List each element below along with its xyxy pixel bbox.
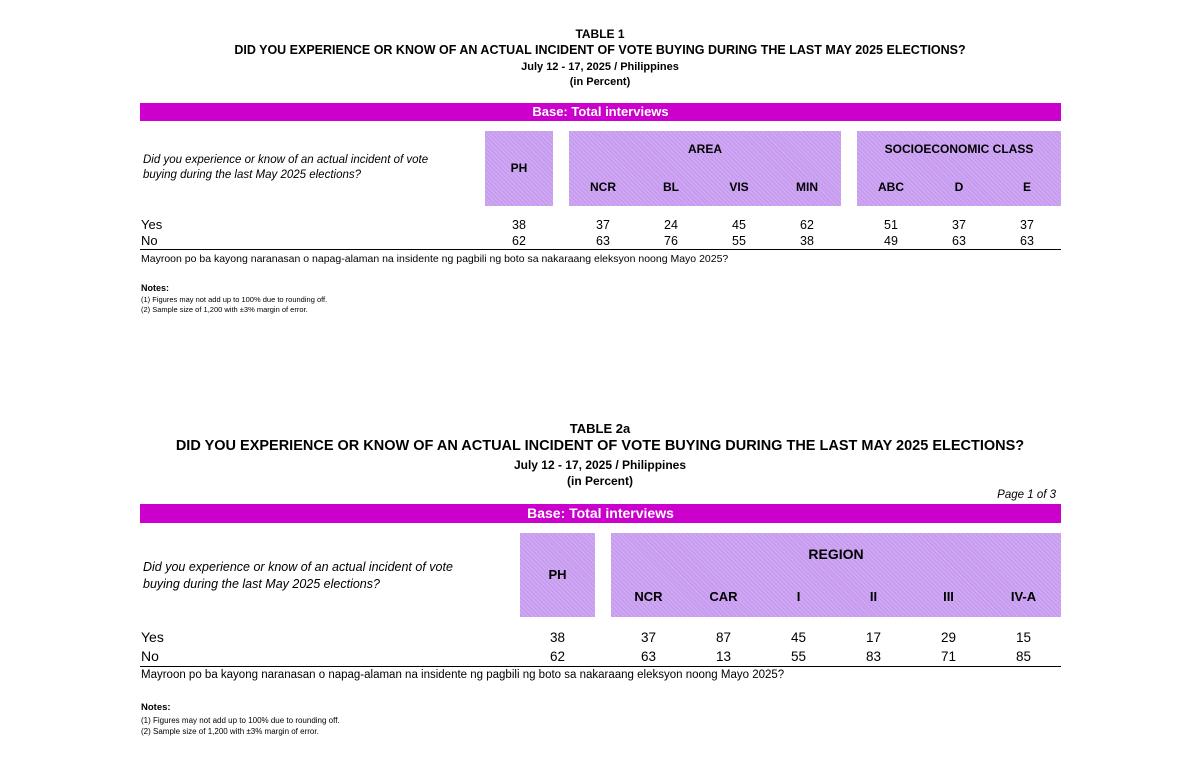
table2-note-2: (2) Sample size of 1,200 with ±3% margin… bbox=[141, 727, 319, 736]
table1-yes-ncr: 37 bbox=[596, 218, 610, 232]
table2-col-ii: II bbox=[869, 589, 878, 604]
table1-class-label: SOCIOECONOMIC CLASS bbox=[884, 142, 1034, 156]
table1-no-ncr: 63 bbox=[596, 234, 610, 248]
table2-notes-title: Notes: bbox=[141, 702, 171, 713]
table1-row-question: Did you experience or know of an actual … bbox=[143, 154, 429, 181]
table2-note-1: (1) Figures may not add up to 100% due t… bbox=[141, 716, 340, 725]
table2-yes-car: 87 bbox=[715, 630, 732, 645]
table2-no-iii: 71 bbox=[940, 649, 957, 664]
table2-col-i: I bbox=[796, 589, 801, 604]
table2-yes-iva: 15 bbox=[1015, 630, 1032, 645]
table2-yes-ii: 17 bbox=[865, 630, 882, 645]
table1-question: DID YOU EXPERIENCE OR KNOW OF AN ACTUAL … bbox=[234, 43, 966, 57]
table1-yes-ph: 38 bbox=[512, 218, 526, 232]
table1-yes-min: 62 bbox=[800, 218, 814, 232]
table2-no-ii: 83 bbox=[865, 649, 882, 664]
table1-yes-e: 37 bbox=[1020, 218, 1034, 232]
table1-no-d: 63 bbox=[952, 234, 966, 248]
table2-base-bar: Base: Total interviews bbox=[140, 504, 1061, 523]
table2-row-no-label: No bbox=[141, 648, 159, 664]
table1-yes-bl: 24 bbox=[664, 218, 678, 232]
table2-no-ph: 62 bbox=[549, 649, 566, 664]
table1-tagalog-question: Mayroon po ba kayong naranasan o napag-a… bbox=[141, 253, 729, 265]
table2-col-ncr: NCR bbox=[634, 589, 663, 604]
table1-base-bar: Base: Total interviews bbox=[140, 103, 1061, 121]
table1-row-no-label: No bbox=[141, 233, 158, 248]
table1-no-vis: 55 bbox=[732, 234, 746, 248]
table2-row-yes-label: Yes bbox=[141, 629, 164, 645]
table1-col-min: MIN bbox=[796, 180, 818, 194]
table1-period: July 12 - 17, 2025 / Philippines bbox=[521, 61, 679, 73]
table2-col-car: CAR bbox=[709, 589, 738, 604]
table2-yes-ph: 38 bbox=[549, 630, 566, 645]
table1-col-vis: VIS bbox=[729, 180, 749, 194]
table2-period: July 12 - 17, 2025 / Philippines bbox=[513, 458, 687, 472]
table1-unit: (in Percent) bbox=[569, 76, 631, 88]
table1-area-label: AREA bbox=[687, 142, 722, 156]
table1-class-header bbox=[857, 131, 1061, 206]
table2-region-label: REGION bbox=[808, 546, 864, 562]
table1-bottom-rule bbox=[140, 249, 1061, 250]
table1-no-ph: 62 bbox=[512, 234, 526, 248]
table2-no-i: 55 bbox=[790, 649, 807, 664]
table2-col-iii: III bbox=[943, 589, 954, 604]
table2-page-indicator: Page 1 of 3 bbox=[997, 489, 1056, 501]
table2-region-header bbox=[611, 533, 1061, 617]
table2-col-iva: IV-A bbox=[1010, 589, 1037, 604]
table1-note-1: (1) Figures may not add up to 100% due t… bbox=[141, 295, 328, 304]
table1-yes-d: 37 bbox=[952, 218, 966, 232]
table2-no-car: 13 bbox=[715, 649, 732, 664]
table2-yes-i: 45 bbox=[790, 630, 807, 645]
table1-yes-abc: 51 bbox=[884, 218, 898, 232]
table1-note-2: (2) Sample size of 1,200 with ±3% margin… bbox=[141, 305, 308, 314]
table2-row-question: Did you experience or know of an actual … bbox=[143, 560, 453, 591]
table1-col-ncr: NCR bbox=[590, 180, 616, 194]
table1-ph-label: PH bbox=[510, 161, 528, 175]
table2-no-ncr: 63 bbox=[640, 649, 657, 664]
table1-row-yes-label: Yes bbox=[141, 217, 163, 232]
table1-ph-header bbox=[485, 131, 553, 206]
table2-bottom-rule bbox=[140, 666, 1061, 667]
table1-notes-title: Notes: bbox=[141, 283, 170, 293]
table1-col-e: E bbox=[1022, 180, 1031, 194]
table1-title: TABLE 1 bbox=[575, 27, 625, 41]
table2-tagalog-question: Mayroon po ba kayong naranasan o napag-a… bbox=[141, 669, 785, 681]
table1-col-d: D bbox=[954, 180, 964, 194]
table1-no-abc: 49 bbox=[884, 234, 898, 248]
table2-yes-iii: 29 bbox=[940, 630, 957, 645]
table2-yes-ncr: 37 bbox=[640, 630, 657, 645]
table1-yes-vis: 45 bbox=[732, 218, 746, 232]
table2-question: DID YOU EXPERIENCE OR KNOW OF AN ACTUAL … bbox=[175, 438, 1025, 454]
table1-no-bl: 76 bbox=[664, 234, 678, 248]
table1-no-e: 63 bbox=[1020, 234, 1034, 248]
table2-ph-label: PH bbox=[548, 567, 567, 582]
table2-unit: (in Percent) bbox=[566, 474, 633, 488]
table2-ph-header bbox=[520, 533, 595, 617]
table1-no-min: 38 bbox=[800, 234, 814, 248]
table2-title: TABLE 2a bbox=[569, 421, 631, 436]
table2-no-iva: 85 bbox=[1015, 649, 1032, 664]
table1-area-header bbox=[569, 131, 841, 206]
table1-col-bl: BL bbox=[663, 180, 679, 194]
table1-col-abc: ABC bbox=[878, 180, 904, 194]
